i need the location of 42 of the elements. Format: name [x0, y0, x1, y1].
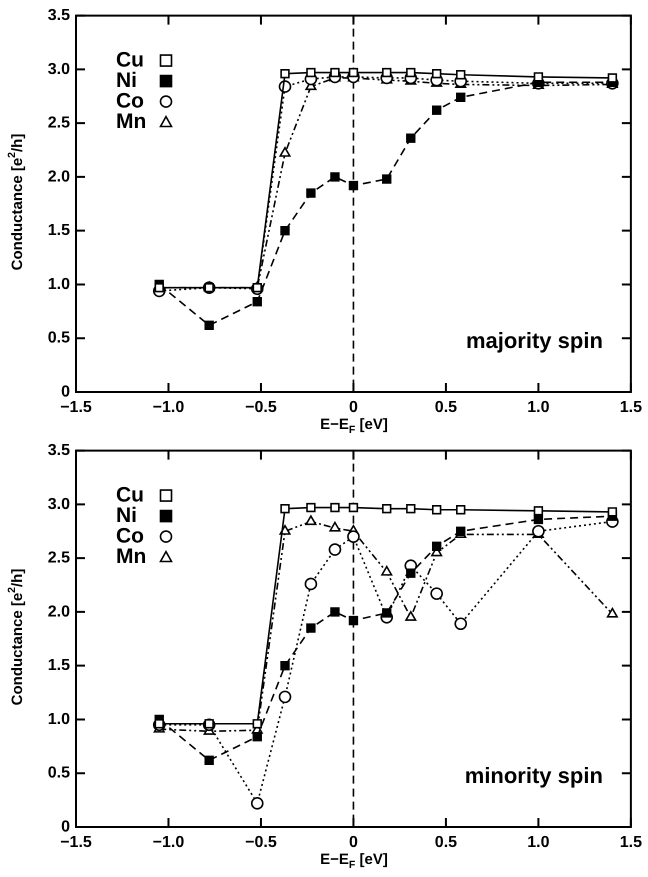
annotation: majority spin [466, 328, 603, 354]
legend-label: Ni [116, 68, 137, 92]
legend-label: Mn [116, 110, 146, 133]
y-tick-label: 2.5 [48, 114, 70, 132]
x-tick-label: 0 [348, 834, 358, 852]
legend-label: Co [116, 524, 144, 548]
legend-label: Cu [116, 483, 144, 506]
y-tick-label: 3.0 [48, 60, 70, 78]
legend-label: Co [116, 89, 144, 112]
y-tick-label: 3.0 [48, 496, 70, 513]
x-tick-label: 1.0 [527, 834, 550, 852]
y-tick-label: 2.0 [48, 168, 70, 186]
x-tick-label: 1.5 [620, 834, 642, 852]
y-tick-label: 3.5 [48, 7, 70, 24]
annotation: minority spin [464, 763, 603, 788]
y-tick-label: 0 [61, 818, 70, 836]
x-axis-title: E−E$_{F}$ [eV] [320, 416, 388, 436]
y-tick-label: 0 [61, 383, 70, 400]
legend-label: Ni [116, 504, 137, 527]
y-tick-label: 2.5 [48, 550, 70, 567]
y-tick-label: 1.5 [48, 657, 70, 674]
x-tick-label: −1.0 [152, 399, 184, 416]
y-tick-label: 1.0 [48, 276, 70, 293]
x-tick-label: 1.0 [527, 399, 550, 416]
x-tick-label: 0 [348, 399, 358, 416]
x-tick-label: −0.5 [245, 834, 277, 852]
x-tick-label: 0.5 [434, 834, 458, 852]
x-tick-label: −1.0 [152, 834, 184, 852]
y-tick-label: 0.5 [48, 764, 70, 782]
x-tick-label: 0.5 [434, 399, 458, 416]
x-tick-label: −0.5 [245, 399, 277, 416]
x-tick-label: −1.5 [60, 834, 92, 852]
x-tick-label: −1.5 [60, 399, 92, 416]
y-tick-label: 2.0 [48, 603, 70, 620]
y-tick-label: 0.5 [48, 330, 70, 347]
y-tick-label: 1.5 [48, 222, 70, 240]
y-tick-label: 1.0 [48, 710, 70, 728]
y-tick-label: 3.5 [48, 442, 70, 460]
x-axis-title: E−E$_{F}$ [eV] [320, 851, 388, 871]
legend-label: Cu [116, 48, 144, 72]
legend-label: Mn [116, 544, 146, 568]
x-tick-label: 1.5 [620, 399, 642, 416]
